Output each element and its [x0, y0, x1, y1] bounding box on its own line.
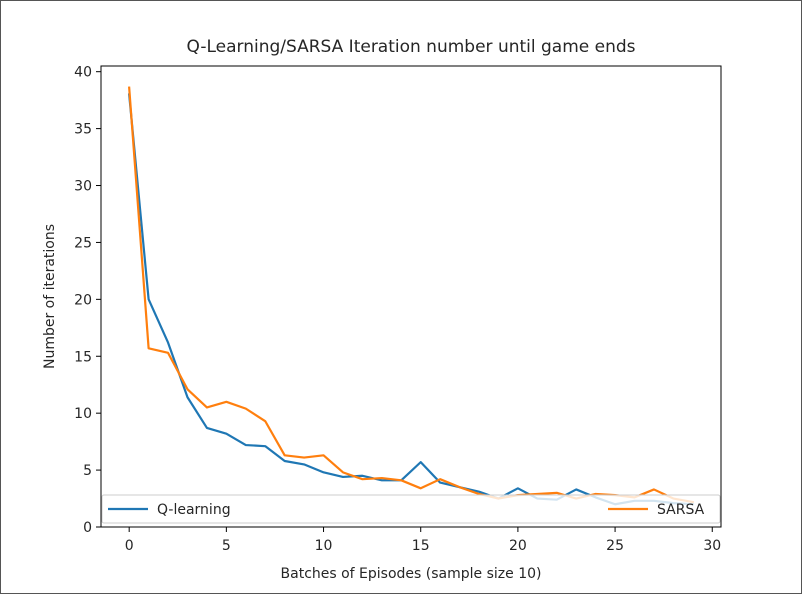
x-axis-label: Batches of Episodes (sample size 10): [281, 566, 542, 582]
legend-box: [101, 494, 721, 524]
y-tick-label: 15: [74, 349, 92, 365]
legend-label-q-learning: Q-learning: [157, 502, 231, 518]
y-tick-label: 20: [74, 292, 92, 308]
y-tick-label: 25: [74, 235, 92, 251]
x-tick-label: 20: [509, 538, 527, 554]
y-tick-label: 40: [74, 65, 92, 81]
series-line-q-learning: [127, 93, 694, 506]
chart-title: Q-Learning/SARSA Iteration number until …: [186, 37, 635, 57]
x-tick-label: 5: [222, 538, 231, 554]
axes-frame: [100, 65, 722, 528]
y-tick-label: 30: [74, 179, 92, 195]
x-tick-label: 0: [125, 538, 134, 554]
x-tick-label: 25: [606, 538, 624, 554]
y-tick-label: 0: [83, 520, 92, 536]
legend-label-sarsa: SARSA: [657, 502, 705, 518]
y-tick-label: 5: [83, 463, 92, 479]
series-line-sarsa: [128, 86, 695, 504]
plot-area: 0 5 10 15 20 25 30 0 5 10 15 20 25 30 35 40: [74, 65, 722, 554]
y-axis-label: Number of iterations: [42, 224, 58, 369]
legend: Q-learning SARSA: [101, 494, 721, 524]
x-tick-label: 10: [315, 538, 333, 554]
y-tick-label: 10: [74, 406, 92, 422]
x-tick-label: 15: [412, 538, 430, 554]
y-tick-label: 35: [74, 122, 92, 138]
x-tick-label: 30: [703, 538, 721, 554]
